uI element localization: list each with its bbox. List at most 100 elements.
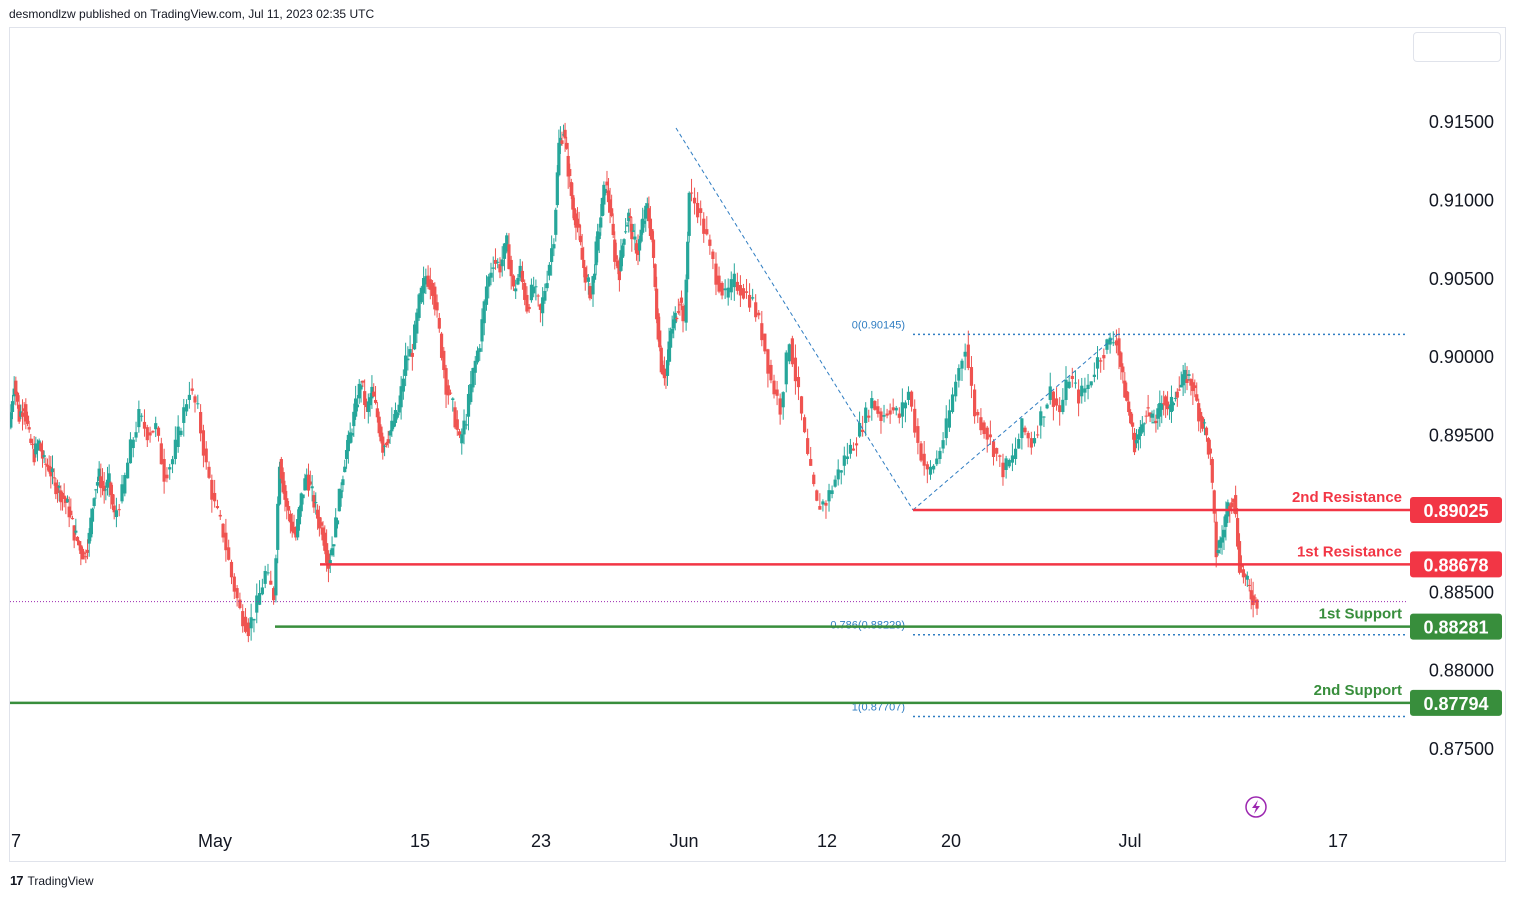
candle	[888, 403, 892, 424]
candle	[117, 503, 121, 517]
candle	[224, 518, 228, 562]
candle	[580, 233, 584, 260]
candle	[897, 407, 901, 424]
candle	[1167, 404, 1172, 420]
candle	[686, 231, 690, 293]
candle	[966, 330, 970, 371]
candle	[963, 343, 967, 371]
candle	[976, 409, 980, 424]
candle	[1121, 363, 1125, 384]
candle	[1150, 410, 1154, 424]
x-tick-label: Jul	[1118, 831, 1141, 851]
candle	[1001, 453, 1005, 486]
candle	[516, 273, 520, 286]
candle	[221, 523, 225, 543]
candle	[1175, 388, 1179, 407]
candle	[487, 273, 491, 299]
candle	[1007, 458, 1011, 469]
candle	[424, 268, 428, 295]
candle	[30, 438, 35, 449]
y-tick-label: 0.90000	[1429, 347, 1494, 367]
candle	[870, 390, 874, 421]
candle	[288, 510, 292, 534]
candle	[681, 303, 685, 333]
candle	[809, 446, 813, 466]
candle	[294, 526, 298, 541]
candle	[1080, 377, 1084, 404]
candle	[532, 276, 536, 298]
candle	[47, 455, 51, 474]
candle	[460, 428, 464, 455]
candle	[857, 411, 862, 438]
candle	[851, 442, 856, 451]
chart-toolbar-box[interactable]	[1413, 32, 1501, 62]
candle	[82, 551, 86, 560]
candle	[543, 283, 547, 304]
candle	[99, 463, 103, 498]
candle	[1230, 497, 1234, 514]
candle	[112, 494, 116, 520]
candle	[482, 299, 486, 336]
candle	[613, 231, 617, 270]
candle	[1195, 382, 1199, 402]
candle	[430, 280, 435, 305]
candle	[357, 379, 361, 404]
candle	[59, 485, 63, 511]
candle	[906, 386, 911, 406]
candle	[622, 238, 626, 257]
candle	[344, 440, 349, 469]
candle	[84, 549, 88, 564]
candle	[711, 249, 715, 270]
candle	[354, 385, 358, 420]
x-tick-label: 12	[817, 831, 837, 851]
candle	[1154, 414, 1158, 433]
candle	[57, 482, 61, 502]
candle	[435, 294, 439, 318]
candle	[170, 455, 175, 474]
candle	[1160, 395, 1164, 424]
candle	[39, 442, 43, 452]
candle	[1140, 416, 1144, 434]
candle	[328, 549, 332, 573]
candle	[1177, 376, 1181, 392]
candle	[1218, 536, 1222, 554]
candle	[991, 439, 996, 466]
candle	[502, 242, 507, 271]
candle	[726, 278, 730, 306]
candle	[184, 399, 189, 416]
candle	[717, 266, 721, 294]
candle	[134, 421, 138, 442]
x-tick-label: 15	[410, 831, 430, 851]
candle	[355, 394, 360, 412]
candle	[596, 223, 600, 263]
candle	[263, 565, 267, 589]
candle	[735, 272, 739, 295]
candle	[836, 459, 840, 486]
candle	[938, 447, 942, 464]
candle	[1199, 408, 1203, 433]
y-tick-label: 0.88500	[1429, 582, 1494, 602]
candle	[692, 187, 697, 215]
candle	[337, 488, 341, 512]
candle	[25, 411, 30, 427]
candle	[341, 475, 345, 492]
candles-layer	[10, 122, 1259, 643]
candle	[518, 258, 522, 282]
candle	[982, 420, 986, 439]
candle	[714, 252, 718, 296]
candle	[87, 528, 91, 557]
candle	[608, 187, 612, 224]
candle	[417, 293, 421, 321]
candle	[1042, 416, 1046, 427]
candle	[363, 379, 367, 419]
candle	[1200, 415, 1205, 432]
candle	[290, 513, 294, 538]
candle	[802, 414, 807, 434]
candle	[514, 279, 518, 299]
lightning-icon[interactable]	[1245, 796, 1267, 818]
candle	[925, 461, 929, 484]
candle	[55, 479, 60, 503]
tradingview-footer: 17 TradingView	[10, 873, 94, 888]
candle	[464, 413, 468, 430]
